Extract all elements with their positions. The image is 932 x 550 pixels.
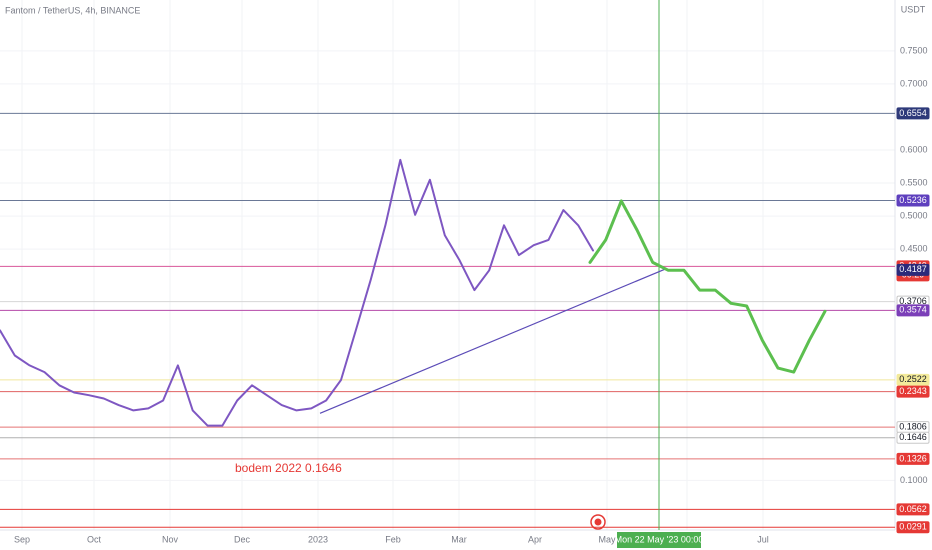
x-tick-label: Oct [87, 534, 102, 544]
price-line [0, 158, 594, 427]
price-badge-label: 0.1806 [899, 422, 927, 432]
price-badge [896, 263, 930, 276]
x-tick-label: Mar [451, 534, 467, 544]
currency: USDT [901, 4, 926, 14]
event-icon-dot [594, 518, 602, 526]
y-tick-label: 0.5000 [900, 210, 928, 220]
y-tick-label: 0.7000 [900, 78, 928, 88]
price-badge [896, 385, 930, 398]
price-badge [896, 107, 930, 120]
x-tick-label: 2023 [308, 534, 328, 544]
price-badge-label: 0.5236 [899, 195, 927, 205]
price-badge-label: 0.4187 [899, 264, 927, 274]
x-tick-label: May [598, 534, 616, 544]
x-tick-label: Sep [14, 534, 30, 544]
price-badge-label: 0.1326 [899, 453, 927, 463]
price-badge-label: 0.3706 [899, 296, 927, 306]
price-badge [896, 194, 930, 207]
x-tick-label: Jul [757, 534, 769, 544]
x-tick-label: Dec [234, 534, 251, 544]
x-tick-label: Nov [162, 534, 179, 544]
y-tick-label: 0.1000 [900, 475, 928, 485]
price-badge [896, 503, 930, 516]
crosshair-badge [617, 532, 701, 548]
x-tick-label: Feb [385, 534, 401, 544]
projection-line [588, 199, 827, 374]
crosshair-label: Mon 22 May '23 00:00 [615, 534, 704, 544]
price-badge-label: 0.6554 [899, 108, 927, 118]
price-badge [896, 431, 930, 444]
x-tick-label: Apr [528, 534, 542, 544]
annotation: bodem 2022 0.1646 [235, 461, 342, 475]
price-badge-label: 0.2343 [899, 386, 927, 396]
price-badge-label: 0.2522 [899, 374, 927, 384]
price-badge-label: 0.0562 [899, 504, 927, 514]
price-badge [896, 452, 930, 465]
price-badge [896, 521, 930, 534]
y-tick-label: 0.5500 [900, 177, 928, 187]
y-tick-label: 0.7500 [900, 45, 928, 55]
trendline [319, 268, 666, 414]
price-badge [896, 373, 930, 386]
price-badge-label: 0.3574 [899, 305, 927, 315]
price-badge-label: 0.1646 [899, 432, 927, 442]
y-tick-label: 0.4500 [900, 244, 928, 254]
price-badge [896, 304, 930, 317]
y-tick-label: 0.6000 [900, 144, 928, 154]
chart-title: Fantom / TetherUS, 4h, BINANCE [5, 5, 140, 15]
price-badge-label: 0.0291 [899, 522, 927, 532]
